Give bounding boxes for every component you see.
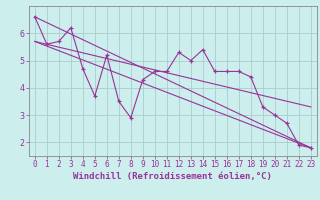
X-axis label: Windchill (Refroidissement éolien,°C): Windchill (Refroidissement éolien,°C) [73,172,272,181]
